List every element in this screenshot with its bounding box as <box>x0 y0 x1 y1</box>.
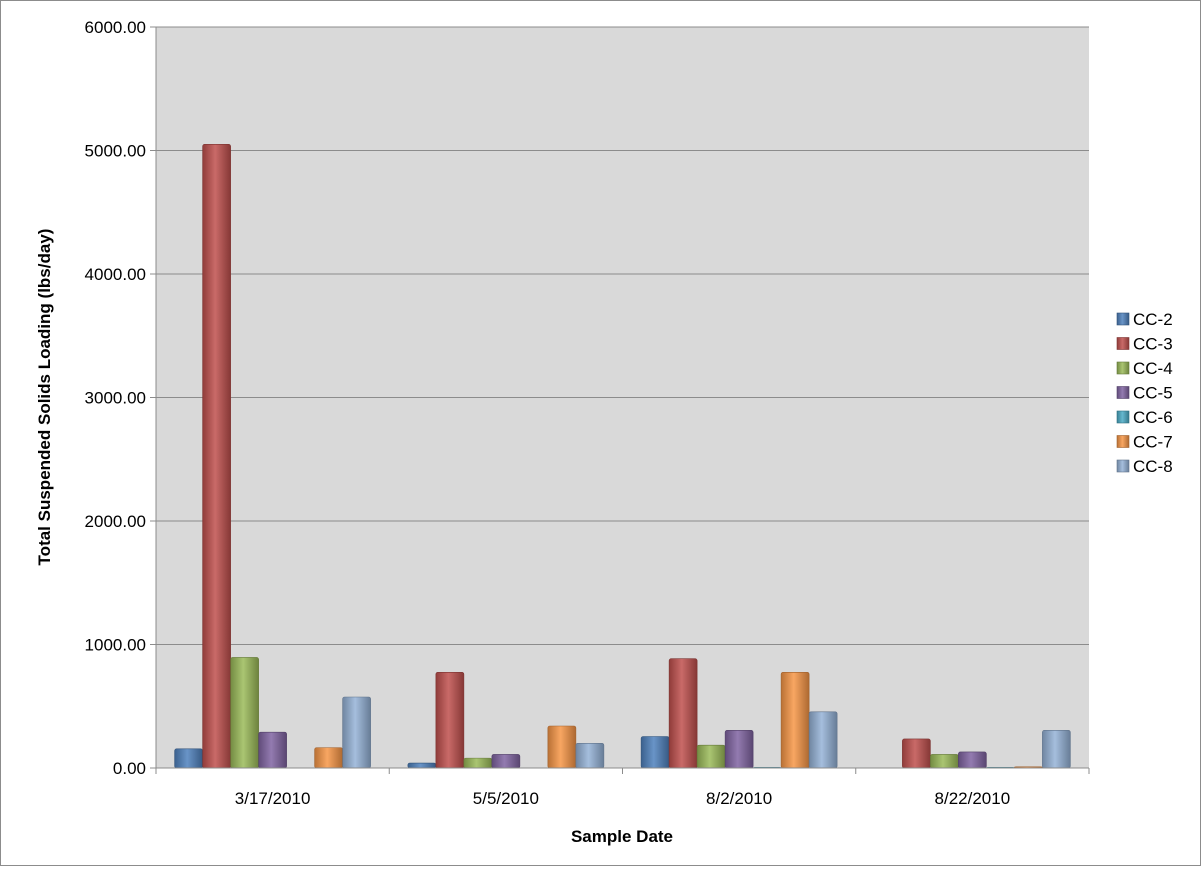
axes <box>150 26 1090 774</box>
bar-cc-5-1 <box>258 731 287 769</box>
bar-cc-7-2 <box>547 725 577 769</box>
y-tick-label: 6000.00 <box>85 18 146 37</box>
y-tick-labels: 0.00 1000.00 2000.00 3000.00 4000.00 5000.00 6… <box>85 18 146 778</box>
bar-cc-2-2 <box>407 762 437 769</box>
bar-cc-7-3 <box>780 671 810 769</box>
bar-cc-3-1 <box>202 144 231 769</box>
legend-label-cc-3: CC-3 <box>1133 335 1173 354</box>
legend-label-cc-6: CC-6 <box>1133 408 1173 427</box>
x-tick-label: 5/5/2010 <box>473 789 539 808</box>
x-tick-label: 3/17/2010 <box>235 789 311 808</box>
gridlines <box>156 26 1089 645</box>
x-tick-label: 8/2/2010 <box>706 789 772 808</box>
x-tick-labels: 3/17/2010 5/5/2010 8/2/2010 8/22/2010 <box>235 789 1010 808</box>
bar-cc-3-4 <box>902 738 931 769</box>
bar-cc-3-3 <box>668 658 698 769</box>
x-axis-title: Sample Date <box>571 827 673 846</box>
y-tick-label: 4000.00 <box>85 265 146 284</box>
bar-cc-8-4 <box>1042 730 1071 769</box>
legend-swatch-cc-8 <box>1116 459 1130 473</box>
y-tick-label: 0.00 <box>113 759 146 778</box>
bar-cc-2-1 <box>174 748 203 769</box>
y-tick-label: 1000.00 <box>85 636 146 655</box>
legend-label-cc-7: CC-7 <box>1133 433 1173 452</box>
y-tick-label: 2000.00 <box>85 512 146 531</box>
bar-cc-8-3 <box>808 711 838 769</box>
bar-cc-4-4 <box>930 754 959 769</box>
legend-label-cc-4: CC-4 <box>1133 359 1173 378</box>
x-tick-label: 8/22/2010 <box>935 789 1011 808</box>
legend: CC-2 CC-3 CC-4 CC-5 CC-6 CC-7 CC-8 <box>1116 310 1173 476</box>
bar-cc-7-1 <box>314 747 343 769</box>
bar-cc-8-2 <box>575 742 605 769</box>
bars <box>174 144 1071 769</box>
legend-swatch-cc-5 <box>1116 386 1130 399</box>
y-tick-label: 5000.00 <box>85 142 146 161</box>
bar-cc-5-4 <box>958 751 987 769</box>
y-tick-label: 3000.00 <box>85 389 146 408</box>
bar-cc-2-3 <box>640 736 670 769</box>
bar-cc-5-2 <box>491 754 521 769</box>
bar-cc-8-1 <box>342 696 371 769</box>
bar-cc-4-3 <box>696 744 726 769</box>
legend-swatch-cc-4 <box>1116 361 1130 375</box>
legend-label-cc-8: CC-8 <box>1133 457 1173 476</box>
bar-cc-5-3 <box>724 730 754 769</box>
legend-label-cc-5: CC-5 <box>1133 384 1173 403</box>
legend-swatch-cc-2 <box>1116 312 1130 326</box>
bar-cc-4-2 <box>463 757 493 769</box>
legend-swatch-cc-7 <box>1116 435 1130 448</box>
legend-swatch-cc-6 <box>1116 410 1130 424</box>
legend-swatch-cc-3 <box>1116 337 1130 350</box>
legend-label-cc-2: CC-2 <box>1133 310 1173 329</box>
bar-cc-4-1 <box>230 657 259 769</box>
bar-cc-3-2 <box>435 671 465 769</box>
y-axis-title: Total Suspended Solids Loading (lbs/day) <box>35 229 54 566</box>
